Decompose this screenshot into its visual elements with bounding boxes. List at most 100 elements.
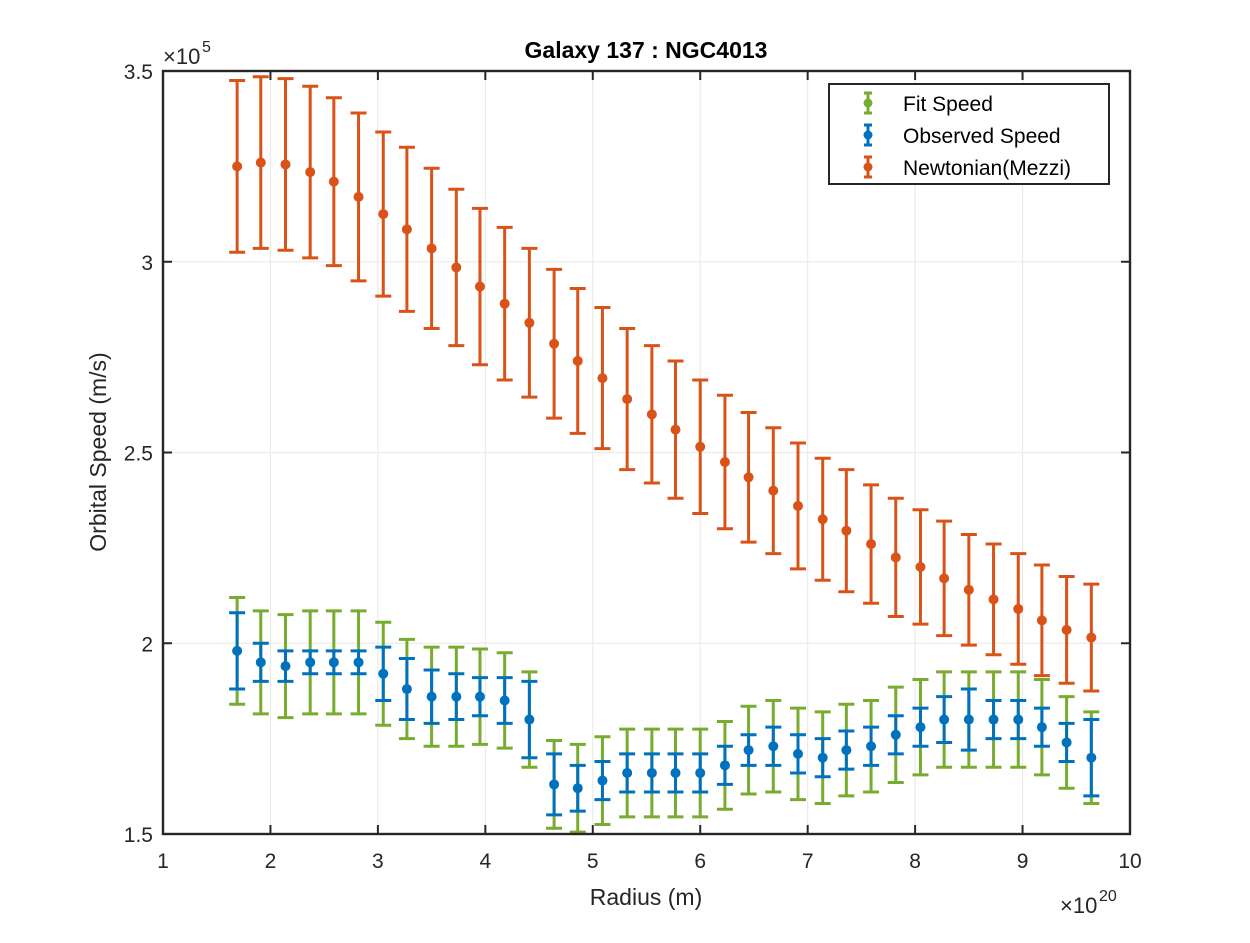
data-point	[426, 243, 437, 254]
legend-label: Newtonian(Mezzi)	[903, 157, 1071, 180]
data-point	[451, 262, 462, 273]
data-point	[474, 691, 485, 702]
data-point	[792, 748, 803, 759]
data-point	[426, 691, 437, 702]
data-point	[1013, 603, 1024, 614]
data-point	[963, 714, 974, 725]
data-point	[305, 167, 316, 178]
data-point	[280, 661, 291, 672]
data-point	[1086, 752, 1097, 763]
x-tick-label: 7	[802, 850, 814, 873]
y-axis-label: Orbital Speed (m/s)	[85, 352, 111, 551]
data-point	[915, 561, 926, 572]
data-point	[255, 657, 266, 668]
data-point	[328, 657, 339, 668]
data-point	[572, 355, 583, 366]
series-layer	[229, 75, 1100, 834]
x-multiplier-base: ×10	[1060, 893, 1097, 918]
data-point	[670, 767, 681, 778]
x-tick-label: 8	[909, 850, 921, 873]
data-point	[378, 209, 389, 220]
data-point	[401, 224, 412, 235]
data-point	[792, 500, 803, 511]
data-point	[549, 338, 560, 349]
data-point	[1013, 714, 1024, 725]
legend-label: Fit Speed	[903, 93, 993, 116]
data-point	[1036, 615, 1047, 626]
data-point	[866, 539, 877, 550]
data-point	[768, 485, 779, 496]
legend-swatch-marker	[863, 162, 873, 172]
axis-ticks: 1 2 3 4 5 6 7 8 9 10 1.5 2 2.5 3 3.5	[124, 61, 1142, 873]
chart-title: Galaxy 137 : NGC4013	[525, 37, 768, 63]
data-point	[255, 157, 266, 168]
data-point	[939, 714, 950, 725]
x-tick-label: 10	[1118, 850, 1141, 873]
data-point	[305, 657, 316, 668]
data-point	[963, 584, 974, 595]
series-observed-speed	[229, 611, 1100, 817]
data-point	[743, 472, 754, 483]
data-point	[988, 714, 999, 725]
y-tick-label: 1.5	[124, 824, 153, 847]
data-point	[841, 745, 852, 756]
data-point	[817, 752, 828, 763]
legend-box	[828, 83, 1110, 185]
series-newtonian-mezzi-	[229, 75, 1100, 693]
y-tick-label: 2.5	[124, 443, 153, 466]
data-point	[474, 281, 485, 292]
y-multiplier-base: ×10	[163, 44, 200, 69]
data-point	[768, 741, 779, 752]
legend-swatch-marker	[863, 98, 873, 108]
y-tick-label: 3	[141, 252, 153, 275]
data-point	[670, 424, 681, 435]
data-point	[572, 783, 583, 794]
x-axis-multiplier: ×10 20	[1060, 888, 1117, 918]
data-point	[1061, 624, 1072, 635]
data-point	[353, 191, 364, 202]
data-point	[524, 317, 535, 328]
data-point	[915, 722, 926, 733]
legend: Fit Speed Observed Speed Newtonian(Mezzi)	[828, 83, 1110, 185]
data-point	[451, 691, 462, 702]
x-tick-label: 2	[265, 850, 277, 873]
data-point	[1086, 632, 1097, 643]
x-tick-label: 6	[694, 850, 706, 873]
data-point	[622, 394, 633, 405]
x-axis-label: Radius (m)	[590, 884, 702, 910]
data-point	[719, 760, 730, 771]
data-point	[232, 161, 243, 172]
data-point	[841, 525, 852, 536]
x-multiplier-power: 20	[1099, 888, 1117, 905]
data-point	[1061, 737, 1072, 748]
y-tick-label: 3.5	[124, 61, 153, 84]
data-point	[719, 457, 730, 468]
data-point	[695, 441, 706, 452]
x-tick-label: 9	[1017, 850, 1029, 873]
x-tick-label: 1	[157, 850, 169, 873]
data-point	[280, 159, 291, 170]
data-point	[597, 775, 608, 786]
x-tick-label: 3	[372, 850, 384, 873]
data-point	[622, 767, 633, 778]
data-point	[866, 741, 877, 752]
data-point	[939, 573, 950, 584]
y-tick-label: 2	[141, 633, 153, 656]
y-axis-multiplier: ×10 5	[163, 39, 211, 69]
data-point	[988, 594, 999, 605]
data-point	[646, 767, 657, 778]
data-point	[401, 684, 412, 695]
x-tick-label: 4	[479, 850, 491, 873]
legend-items: Fit Speed Observed Speed Newtonian(Mezzi)	[863, 91, 1071, 180]
legend-swatch-marker	[863, 130, 873, 140]
data-point	[695, 767, 706, 778]
legend-label: Observed Speed	[903, 125, 1061, 148]
data-point	[817, 514, 828, 525]
data-point	[1036, 722, 1047, 733]
data-point	[890, 552, 901, 563]
data-point	[499, 695, 510, 706]
y-multiplier-power: 5	[202, 39, 211, 56]
data-point	[499, 298, 510, 309]
